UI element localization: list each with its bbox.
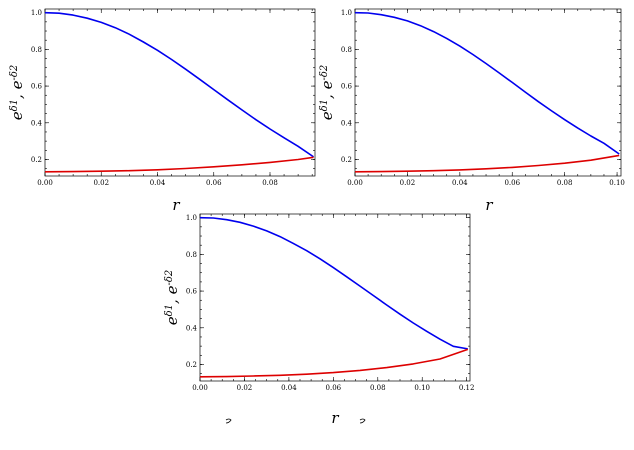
x-tick-label: 0.10 bbox=[414, 384, 430, 392]
y-tick-label: 0.6 bbox=[186, 288, 198, 296]
x-tick-label: 0.00 bbox=[192, 384, 208, 392]
x-tick-label: 0.02 bbox=[237, 384, 253, 392]
plot-frame bbox=[199, 213, 471, 382]
y-tick-label: 0.8 bbox=[186, 251, 197, 259]
series-line-blue bbox=[199, 216, 468, 350]
series-line-red bbox=[199, 348, 469, 378]
y-axis-label: eδ1, e-δ2 bbox=[8, 65, 26, 120]
x-tick-label: 0.06 bbox=[504, 179, 520, 187]
x-tick-label: 0.06 bbox=[206, 179, 222, 187]
series-line-blue bbox=[354, 11, 620, 155]
y-tick-label: 0.2 bbox=[341, 156, 352, 164]
x-tick-label: 0.02 bbox=[93, 179, 109, 187]
y-tick-label: 0.6 bbox=[31, 83, 43, 91]
y-tick-label: 0.4 bbox=[341, 119, 353, 127]
y-tick-label: 0.4 bbox=[186, 324, 198, 332]
chart-panel-top-left: 0.00 0.02 0.04 0.06 0.08 0.2 0.4 0.6 0.8 1.0 r eδ1,… bbox=[8, 8, 316, 214]
y-tick-label: 0.8 bbox=[341, 46, 352, 54]
y-tick-label: 0.8 bbox=[31, 46, 42, 54]
x-tick-label: 0.08 bbox=[370, 384, 386, 392]
x-tick-label: 0.10 bbox=[609, 179, 625, 187]
x-tick-label: 0.04 bbox=[452, 179, 468, 187]
x-tick-label: 0.02 bbox=[400, 179, 416, 187]
x-tick-label: 0.04 bbox=[150, 179, 166, 187]
x-axis-label: r bbox=[172, 196, 180, 214]
chart-panel-bottom: 0.00 0.02 0.04 0.06 0.08 0.10 0.12 0.2 0.4 0.6 0.8… bbox=[163, 213, 475, 427]
y-tick-label: 0.2 bbox=[31, 156, 42, 164]
x-tick-label: 0.04 bbox=[281, 384, 297, 392]
y-axis-label: eδ1, e-δ2 bbox=[163, 270, 181, 325]
x-tick-label: 0.08 bbox=[557, 179, 573, 187]
x-tick-label: 0.00 bbox=[347, 179, 363, 187]
x-tick-label: 0.00 bbox=[37, 179, 53, 187]
y-axis-label: eδ1, e-δ2 bbox=[318, 65, 336, 120]
y-tick-label: 0.6 bbox=[341, 83, 353, 91]
y-tick-label: 1.0 bbox=[186, 214, 197, 222]
series-line-red bbox=[44, 156, 314, 173]
series-line-blue bbox=[44, 11, 315, 158]
x-tick-label: 0.06 bbox=[326, 384, 342, 392]
y-tick-label: 1.0 bbox=[31, 9, 42, 17]
plot-frame bbox=[44, 8, 316, 177]
x-tick-label: 0.12 bbox=[459, 384, 475, 392]
x-tick-label: 0.08 bbox=[262, 179, 278, 187]
y-tick-label: 0.2 bbox=[186, 361, 197, 369]
series-line-red bbox=[354, 154, 620, 173]
cropped-caption-glyphs bbox=[225, 418, 366, 424]
x-axis-label: r bbox=[485, 196, 493, 214]
chart-panel-top-right: 0.00 0.02 0.04 0.06 0.08 0.10 0.2 0.4 0.6 0.8 1.0 r… bbox=[318, 8, 625, 214]
y-tick-label: 0.4 bbox=[31, 119, 43, 127]
plot-frame bbox=[354, 8, 622, 177]
y-tick-label: 1.0 bbox=[341, 9, 352, 17]
x-axis-label: r bbox=[331, 409, 339, 427]
